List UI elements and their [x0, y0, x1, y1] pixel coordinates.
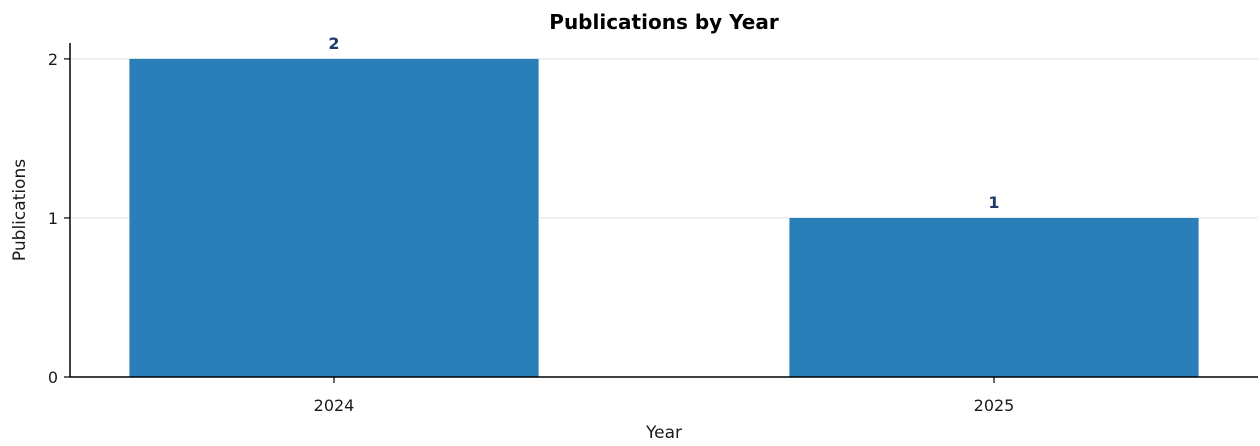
data-label: 2	[328, 34, 339, 53]
y-tick-label: 0	[48, 368, 58, 387]
y-tick-label: 2	[48, 50, 58, 69]
x-tick-label: 2024	[314, 396, 355, 415]
data-label: 1	[988, 193, 999, 212]
chart-title: Publications by Year	[549, 10, 779, 34]
y-tick-label: 1	[48, 209, 58, 228]
data-labels: 21	[328, 34, 999, 212]
x-axis-ticks: 2024 2025	[314, 377, 1015, 415]
bar-2024	[129, 58, 539, 378]
x-tick-label: 2025	[974, 396, 1015, 415]
y-axis-label: Publications	[10, 159, 30, 261]
y-axis-ticks: 0 1 2	[48, 50, 70, 387]
bar-2025	[789, 217, 1199, 377]
bars	[129, 58, 1199, 378]
x-axis-label: Year	[645, 423, 682, 443]
